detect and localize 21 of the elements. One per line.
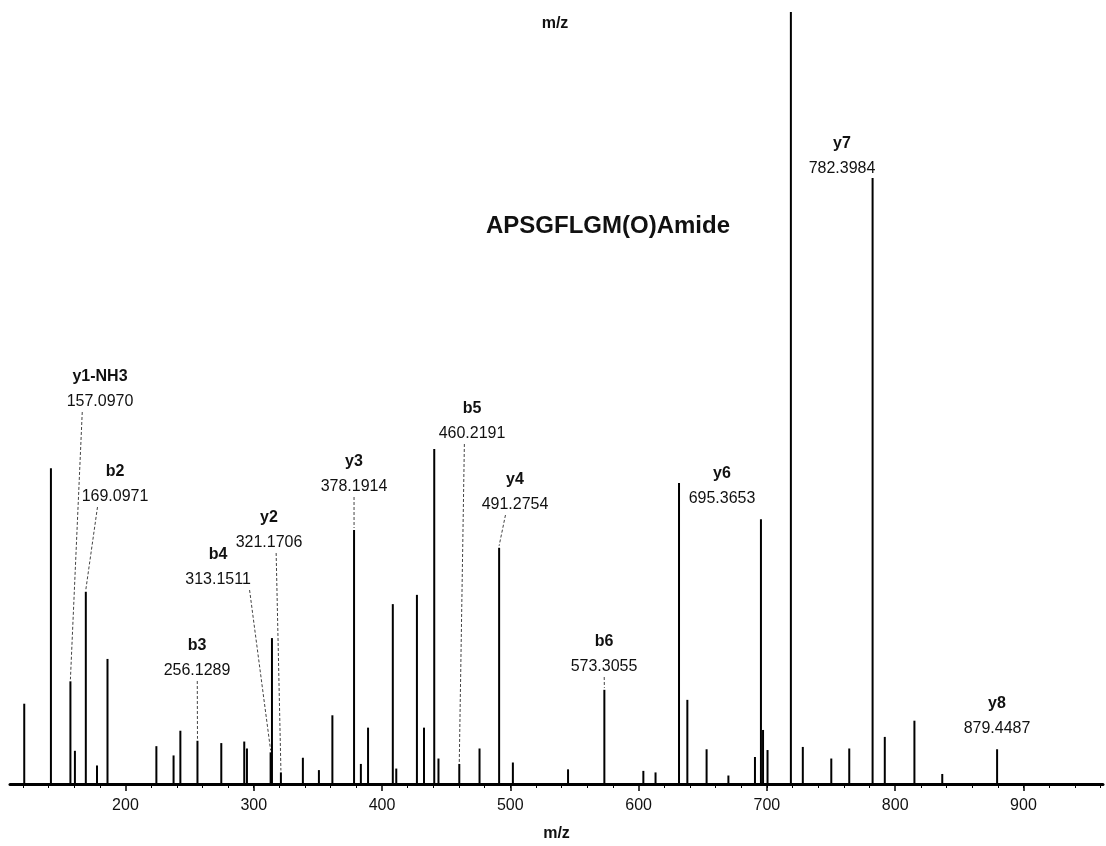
annotation: y3 378.1914 bbox=[320, 451, 388, 494]
x-tick-label: 700 bbox=[753, 795, 781, 813]
annotation: m/z bbox=[541, 13, 569, 31]
annotation: y7 782.3984 bbox=[808, 133, 876, 176]
x-tick-label: 400 bbox=[368, 795, 396, 813]
annotation: b6 573.3055 bbox=[570, 631, 638, 674]
annotation: b2 169.0971 bbox=[81, 461, 149, 504]
annotation: b3 256.1289 bbox=[163, 635, 231, 678]
annotation: y1-NH3 157.0970 bbox=[66, 366, 134, 409]
annotation: y4 491.2754 bbox=[481, 469, 549, 512]
x-tick-label: 800 bbox=[881, 795, 909, 813]
annotation: y8 879.4487 bbox=[963, 693, 1031, 736]
x-tick-label: 200 bbox=[112, 795, 139, 813]
annotation: b5 460.2191 bbox=[438, 398, 506, 441]
x-tick-label: 600 bbox=[625, 795, 653, 813]
annotation: y6 695.3653 bbox=[688, 463, 756, 506]
x-tick-label: 900 bbox=[1010, 795, 1037, 813]
text: APSGFLGM(O)Amide bbox=[486, 210, 730, 238]
x-axis-title: m/z bbox=[543, 823, 570, 841]
x-tick-label: 500 bbox=[496, 795, 524, 813]
x-tick-label: 300 bbox=[240, 795, 268, 813]
